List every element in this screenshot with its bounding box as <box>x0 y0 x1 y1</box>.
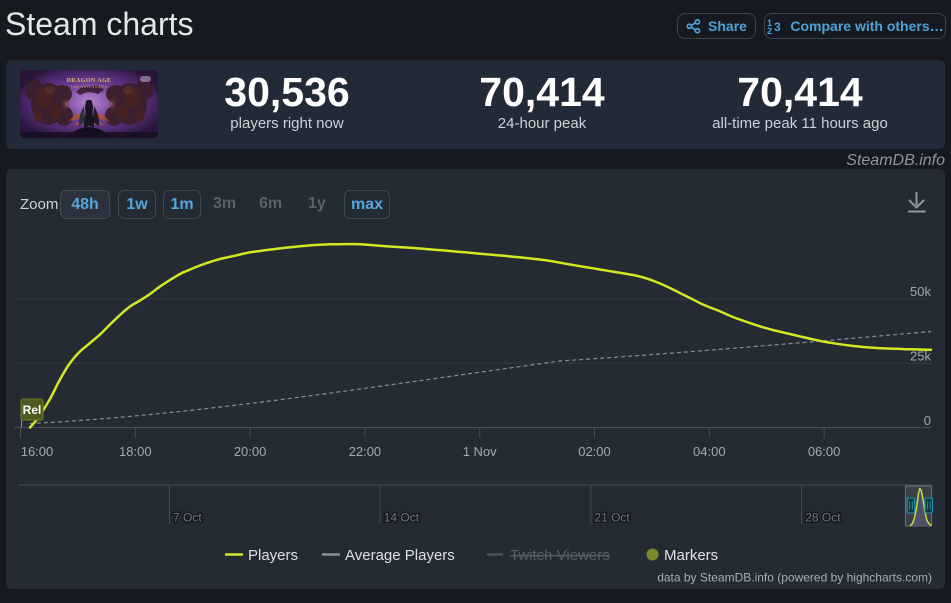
svg-text:2: 2 <box>767 26 772 34</box>
svg-text:Twitch Viewers: Twitch Viewers <box>510 547 610 564</box>
svg-text:16:00: 16:00 <box>21 444 54 459</box>
svg-text:18:00: 18:00 <box>119 444 152 459</box>
svg-text:Rel: Rel <box>23 403 42 417</box>
svg-text:3: 3 <box>774 20 781 34</box>
svg-text:02:00: 02:00 <box>578 444 611 459</box>
svg-text:22:00: 22:00 <box>349 444 382 459</box>
svg-text:28 Oct: 28 Oct <box>805 511 841 525</box>
svg-text:21 Oct: 21 Oct <box>594 511 630 525</box>
svg-text:data by SteamDB.info (powered: data by SteamDB.info (powered by highcha… <box>657 571 932 585</box>
svg-text:20:00: 20:00 <box>234 444 267 459</box>
svg-text:DRAGON AGE: DRAGON AGE <box>67 78 112 84</box>
svg-text:1: 1 <box>767 18 772 28</box>
svg-text:Average Players: Average Players <box>345 547 455 564</box>
svg-text:0: 0 <box>924 413 931 428</box>
svg-text:Markers: Markers <box>664 547 718 564</box>
svg-text:04:00: 04:00 <box>693 444 726 459</box>
svg-text:25k: 25k <box>910 349 931 364</box>
svg-text:7 Oct: 7 Oct <box>173 511 202 525</box>
svg-text:50k: 50k <box>910 284 931 299</box>
svg-text:THE VEILGUARD: THE VEILGUARD <box>70 85 108 89</box>
svg-text:14 Oct: 14 Oct <box>384 511 420 525</box>
svg-text:Players: Players <box>248 547 298 564</box>
svg-text:1 Nov: 1 Nov <box>463 444 497 459</box>
svg-text:06:00: 06:00 <box>808 444 841 459</box>
